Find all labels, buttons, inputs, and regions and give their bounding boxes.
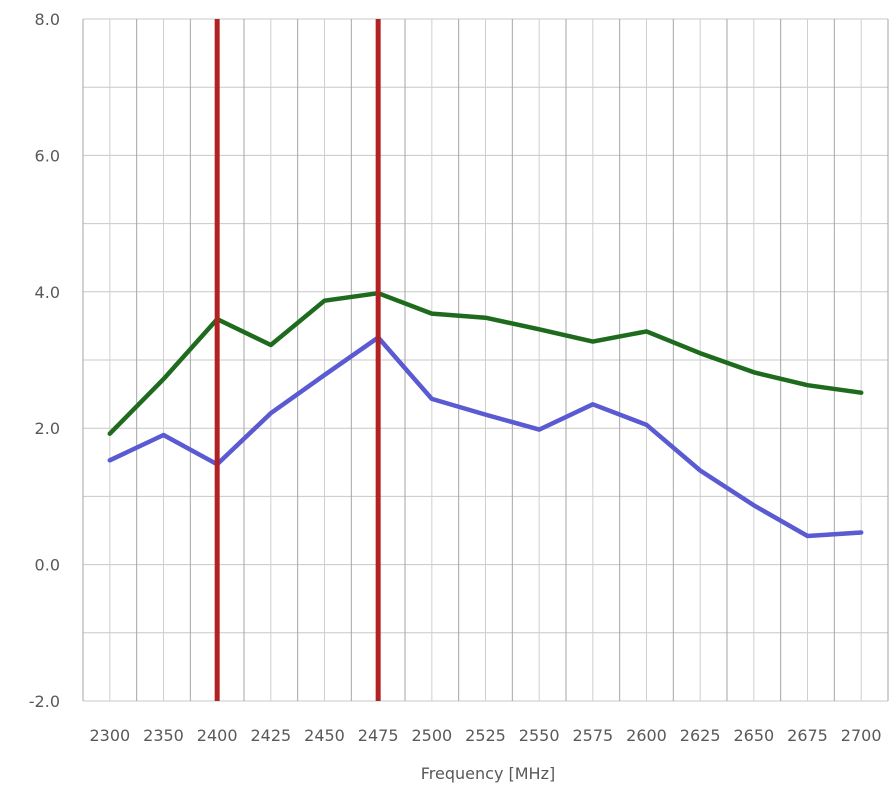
minor-grid (83, 18, 888, 702)
series-line-1 (107, 290, 864, 436)
x-tick-label: 2675 (787, 726, 828, 745)
x-tick-label: 2450 (304, 726, 345, 745)
x-tick-label: 2650 (733, 726, 774, 745)
x-tick-label: 2400 (197, 726, 238, 745)
marker-layer (214, 19, 381, 701)
y-tick-label: -2.0 (29, 692, 60, 711)
y-tick-label: 8.0 (35, 10, 60, 29)
x-tick-label: 2550 (519, 726, 560, 745)
x-tick-label: 2425 (250, 726, 291, 745)
x-tick-label: 2525 (465, 726, 506, 745)
major-grid (82, 19, 889, 701)
x-tick-label: 2575 (572, 726, 613, 745)
x-tick-label: 2500 (411, 726, 452, 745)
x-tick-label: 2625 (680, 726, 721, 745)
x-tick-label: 2700 (841, 726, 882, 745)
series-layer (107, 290, 864, 539)
x-axis-title: Frequency [MHz] (421, 764, 555, 783)
x-tick-label: 2300 (89, 726, 130, 745)
y-tick-label: 4.0 (35, 283, 60, 302)
y-tick-label: 6.0 (35, 146, 60, 165)
y-tick-label: 0.0 (35, 556, 60, 575)
y-tick-label: 2.0 (35, 419, 60, 438)
x-tick-label: 2475 (358, 726, 399, 745)
x-tick-label: 2600 (626, 726, 667, 745)
x-axis-ticks: 2300 2350 2400 2425 2450 2475 2500 2525 2550 2575… (89, 726, 881, 745)
y-axis-ticks: 8.0 6.0 4.0 2.0 0.0 -2.0 (29, 10, 60, 711)
x-tick-label: 2350 (143, 726, 184, 745)
series-line-2 (107, 335, 864, 539)
